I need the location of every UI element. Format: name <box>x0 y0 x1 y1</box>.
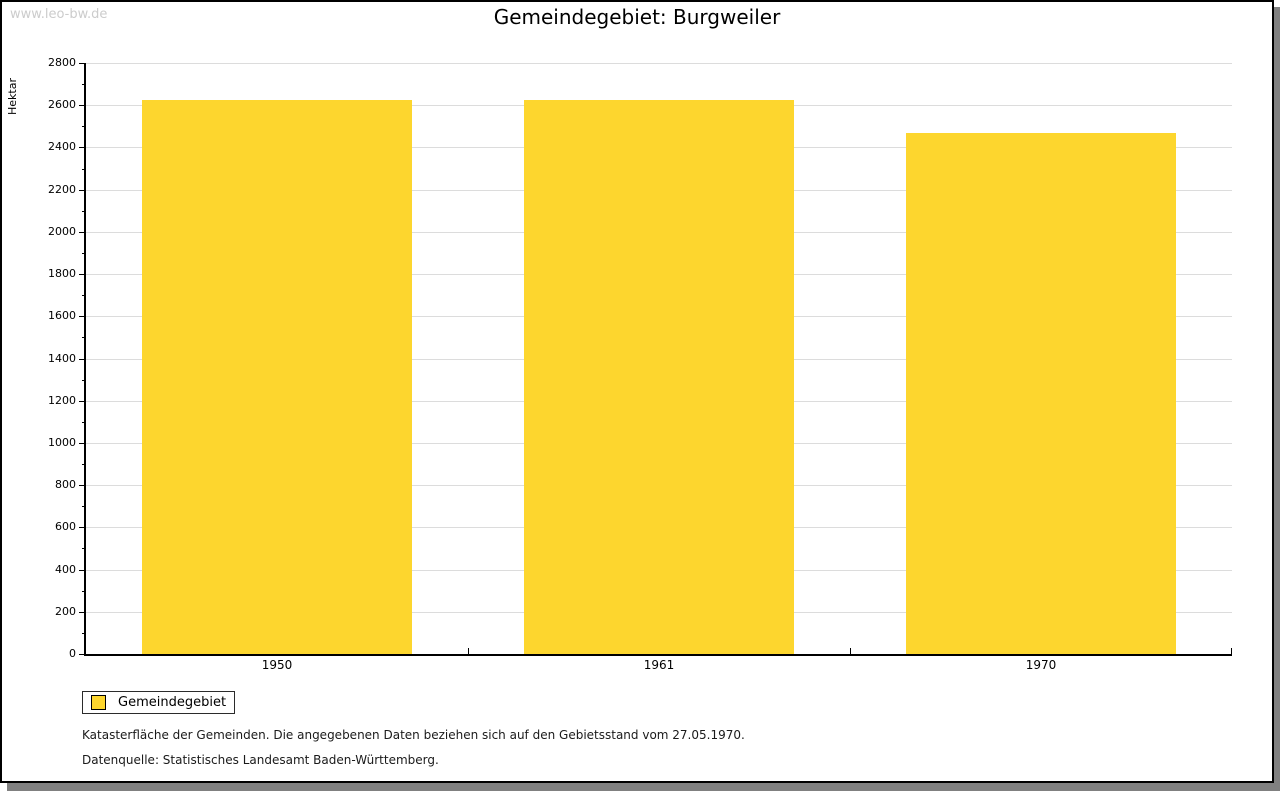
chart-title: Gemeindegebiet: Burgweiler <box>493 5 781 29</box>
y-tick-label: 2600 <box>48 98 76 111</box>
y-tick-label: 1400 <box>48 352 76 365</box>
y-tick-label: 800 <box>55 478 76 491</box>
y-tick-label: 600 <box>55 520 76 533</box>
drop-shadow-right <box>1274 7 1280 791</box>
y-major-tick <box>79 612 86 613</box>
y-tick-label: 2200 <box>48 183 76 196</box>
y-axis-line <box>84 63 86 656</box>
y-major-tick <box>79 190 86 191</box>
y-major-tick <box>79 570 86 571</box>
x-tick-label: 1950 <box>261 658 293 672</box>
legend: Gemeindegebiet <box>82 691 235 714</box>
y-major-tick <box>79 654 86 655</box>
y-major-tick <box>79 401 86 402</box>
y-tick-label: 200 <box>55 605 76 618</box>
y-major-tick <box>79 359 86 360</box>
bar <box>906 133 1176 654</box>
drop-shadow-bottom <box>7 783 1274 791</box>
y-major-tick <box>79 274 86 275</box>
bar <box>524 100 794 654</box>
x-boundary-tick <box>850 648 851 654</box>
x-tick-label: 1970 <box>1025 658 1057 672</box>
plot-area: 0 200 400 600 800 1000 1200 1400 1600 1800 2000 220… <box>2 2 1272 781</box>
watermark: www.leo-bw.de <box>10 7 108 22</box>
y-major-tick <box>79 316 86 317</box>
y-major-tick <box>79 147 86 148</box>
x-end-tick <box>1231 648 1232 654</box>
y-major-tick <box>79 63 86 64</box>
y-major-tick <box>79 105 86 106</box>
footnote-description: Katasterfläche der Gemeinden. Die angege… <box>82 728 745 742</box>
y-major-tick <box>79 527 86 528</box>
bar <box>142 100 412 654</box>
y-tick-label: 1600 <box>48 309 76 322</box>
y-major-tick <box>79 443 86 444</box>
y-tick-label: 1800 <box>48 267 76 280</box>
y-tick-label: 400 <box>55 563 76 576</box>
y-major-tick <box>79 232 86 233</box>
legend-swatch-icon <box>91 695 106 710</box>
legend-label: Gemeindegebiet <box>118 695 227 710</box>
y-tick-label: 1200 <box>48 394 76 407</box>
y-tick-label: 0 <box>69 647 76 660</box>
footnote-source: Datenquelle: Statistisches Landesamt Bad… <box>82 753 439 767</box>
x-tick-label: 1961 <box>643 658 675 672</box>
y-tick-label: 1000 <box>48 436 76 449</box>
y-major-tick <box>79 485 86 486</box>
y-gridline <box>86 63 1232 64</box>
y-tick-label: 2800 <box>48 56 76 69</box>
x-boundary-tick <box>468 648 469 654</box>
y-tick-label: 2400 <box>48 140 76 153</box>
y-tick-label: 2000 <box>48 225 76 238</box>
x-axis-line <box>84 654 1232 656</box>
